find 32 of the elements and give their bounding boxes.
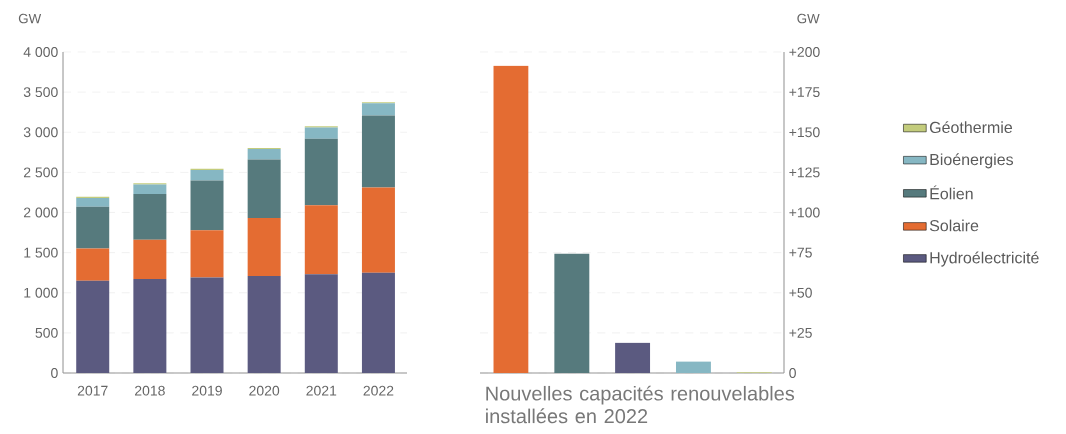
x-tick-label: 2021	[306, 385, 337, 396]
x-tick-label: 2019	[192, 385, 222, 396]
y-tick-label: +50	[789, 287, 812, 298]
y-tick-label: 500	[35, 327, 58, 338]
legend-label: Hydroélectricité	[930, 251, 1039, 267]
y-tick-label: +200	[789, 47, 820, 57]
y-tick-label: +150	[789, 127, 820, 138]
y-tick-label: 1 000	[24, 287, 58, 298]
y-tick-label: 4 000	[23, 47, 58, 57]
legend-label: Solaire	[929, 219, 979, 232]
x-tick-label: 2022	[363, 385, 394, 396]
y-tick-label: 0	[51, 368, 58, 378]
y-tick-label: 0	[789, 368, 796, 378]
y-tick-label: +75	[789, 247, 812, 258]
y-tick-label: 2 000	[23, 207, 58, 218]
y-axis-title: GW	[797, 13, 820, 24]
legend-label: Éolien	[930, 185, 973, 200]
x-tick-label: 2018	[135, 385, 165, 396]
legend-label: Géothermie	[929, 121, 1013, 134]
legend-label: Bioénergies	[930, 153, 1014, 169]
y-tick-label: +175	[789, 87, 820, 98]
y-axis-title: GW	[18, 13, 42, 24]
x-tick-label: 2017	[77, 385, 108, 396]
y-tick-label: +25	[789, 327, 812, 338]
x-axis-title: Nouvelles capacités renouvelables installées en 2022	[486, 385, 795, 424]
y-tick-label: 1 500	[24, 247, 58, 258]
y-tick-label: +100	[789, 207, 820, 218]
x-tick-label: 2020	[249, 385, 280, 396]
y-tick-label: +125	[789, 167, 820, 178]
y-tick-label: 3 000	[23, 127, 58, 138]
y-tick-label: 3 500	[23, 87, 58, 98]
y-tick-label: 2 500	[23, 167, 58, 178]
